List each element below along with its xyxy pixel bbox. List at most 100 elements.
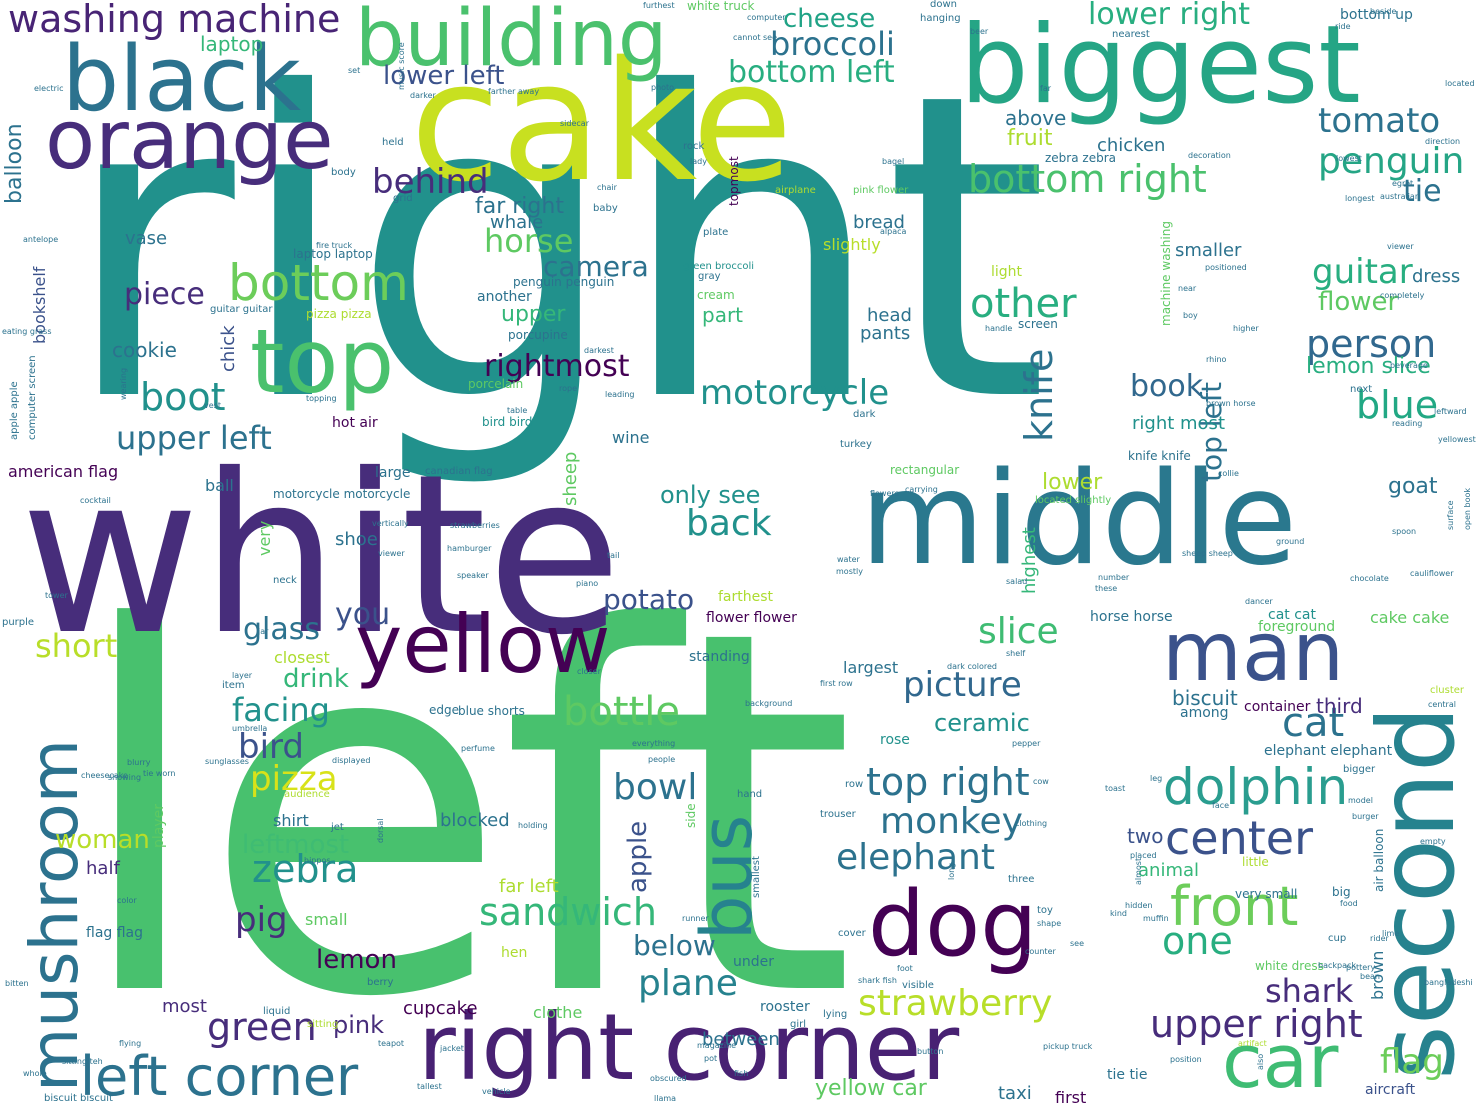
word: upper <box>501 302 566 327</box>
word: leg <box>1150 774 1163 783</box>
word: boot <box>140 375 226 419</box>
word: located <box>1445 79 1475 88</box>
word: motorcycle motorcycle <box>273 487 411 501</box>
word: antelope <box>23 235 59 244</box>
word: rock <box>683 141 705 152</box>
word: pizza pizza <box>306 307 372 321</box>
word: hanging <box>920 13 961 24</box>
word: purple <box>2 617 35 628</box>
word: between <box>702 1029 780 1050</box>
word: standing <box>689 649 750 665</box>
word: vertically <box>372 519 409 528</box>
word: yellow <box>355 598 611 691</box>
word: wine <box>612 428 650 447</box>
word: cookie <box>112 338 177 362</box>
word: bagel <box>882 157 905 166</box>
word: most <box>162 996 207 1017</box>
word: sidecar <box>560 119 589 128</box>
word: big <box>1332 885 1351 899</box>
word: pepper <box>1012 739 1041 748</box>
word: cat cat <box>1268 607 1316 623</box>
word: sheep <box>560 451 581 506</box>
word: picture <box>903 665 1022 705</box>
word: vase <box>125 228 168 249</box>
word: water <box>837 555 860 564</box>
word: ground <box>1276 537 1305 546</box>
word: piano <box>576 579 599 588</box>
word: elephant <box>836 837 995 878</box>
word: car <box>1222 1019 1339 1105</box>
word: computer screen <box>27 355 38 440</box>
word: glass <box>243 612 321 647</box>
word: bottom <box>228 254 409 312</box>
word: among <box>1180 705 1229 721</box>
word: elephant elephant <box>1264 743 1393 759</box>
word: you <box>335 597 391 632</box>
word: right corner <box>418 994 960 1101</box>
word: three <box>1008 874 1035 885</box>
word: building <box>355 0 668 84</box>
word: cake cake <box>1370 608 1450 627</box>
word: gray <box>698 271 721 282</box>
word: boy <box>1183 311 1198 320</box>
word: farthest <box>718 589 774 605</box>
word: ball <box>205 476 234 495</box>
word: upper left <box>116 419 272 457</box>
word: body <box>331 167 356 178</box>
word: biscuit biscuit <box>44 1093 113 1104</box>
word: position <box>1170 1055 1202 1064</box>
word: cream <box>697 288 735 302</box>
word: balloon <box>2 123 27 204</box>
word: pottery <box>1346 963 1376 972</box>
word: apple apple <box>9 381 20 440</box>
word: guitar guitar <box>210 304 273 315</box>
word: two <box>1127 824 1164 848</box>
word: second <box>1356 705 1478 1080</box>
word: flowers <box>870 489 899 498</box>
word: bangladeshi <box>1424 978 1473 987</box>
word: head <box>867 305 912 326</box>
word: cheesecake <box>81 771 128 780</box>
word: teapot <box>378 1039 405 1048</box>
word: cover <box>838 928 866 939</box>
word: umbrella <box>232 724 268 733</box>
word: see <box>1070 939 1085 948</box>
word: tie worn <box>143 769 176 778</box>
word: trouser <box>820 809 856 820</box>
word: cat <box>1282 700 1345 746</box>
word: surface <box>1446 500 1455 530</box>
word: left corner <box>80 1045 359 1108</box>
word: left <box>70 524 856 1106</box>
word: biscuit <box>1172 686 1238 710</box>
word: egret <box>1392 179 1414 188</box>
word: closer <box>577 667 601 676</box>
word: jar <box>258 627 269 636</box>
word: topmost <box>727 156 741 206</box>
word: bottom left <box>728 55 895 90</box>
word: under <box>733 954 775 970</box>
word: chick <box>218 325 239 372</box>
word: closest <box>274 648 330 667</box>
word: green broccoli <box>683 261 755 272</box>
word: foot <box>897 964 913 973</box>
word: behind <box>372 162 489 202</box>
word: wearing <box>119 367 128 400</box>
word: pot <box>704 1054 718 1063</box>
word: sheep sheep <box>1182 549 1233 558</box>
word: tower <box>45 591 68 600</box>
word: person <box>1306 322 1437 366</box>
word: dog <box>868 872 1038 977</box>
word: almost <box>1134 857 1143 885</box>
word: chocolate <box>1350 574 1389 583</box>
word: dark <box>853 409 876 420</box>
word: cupcake <box>403 998 478 1019</box>
word: back <box>686 503 772 544</box>
word: everything <box>632 739 676 748</box>
word: layer <box>232 671 253 680</box>
word: far <box>1040 84 1052 93</box>
word: central <box>1428 700 1456 709</box>
word: tomato <box>1318 101 1441 141</box>
word: audience <box>284 789 330 800</box>
word: smallest <box>751 856 762 898</box>
word: displayed <box>332 756 371 765</box>
